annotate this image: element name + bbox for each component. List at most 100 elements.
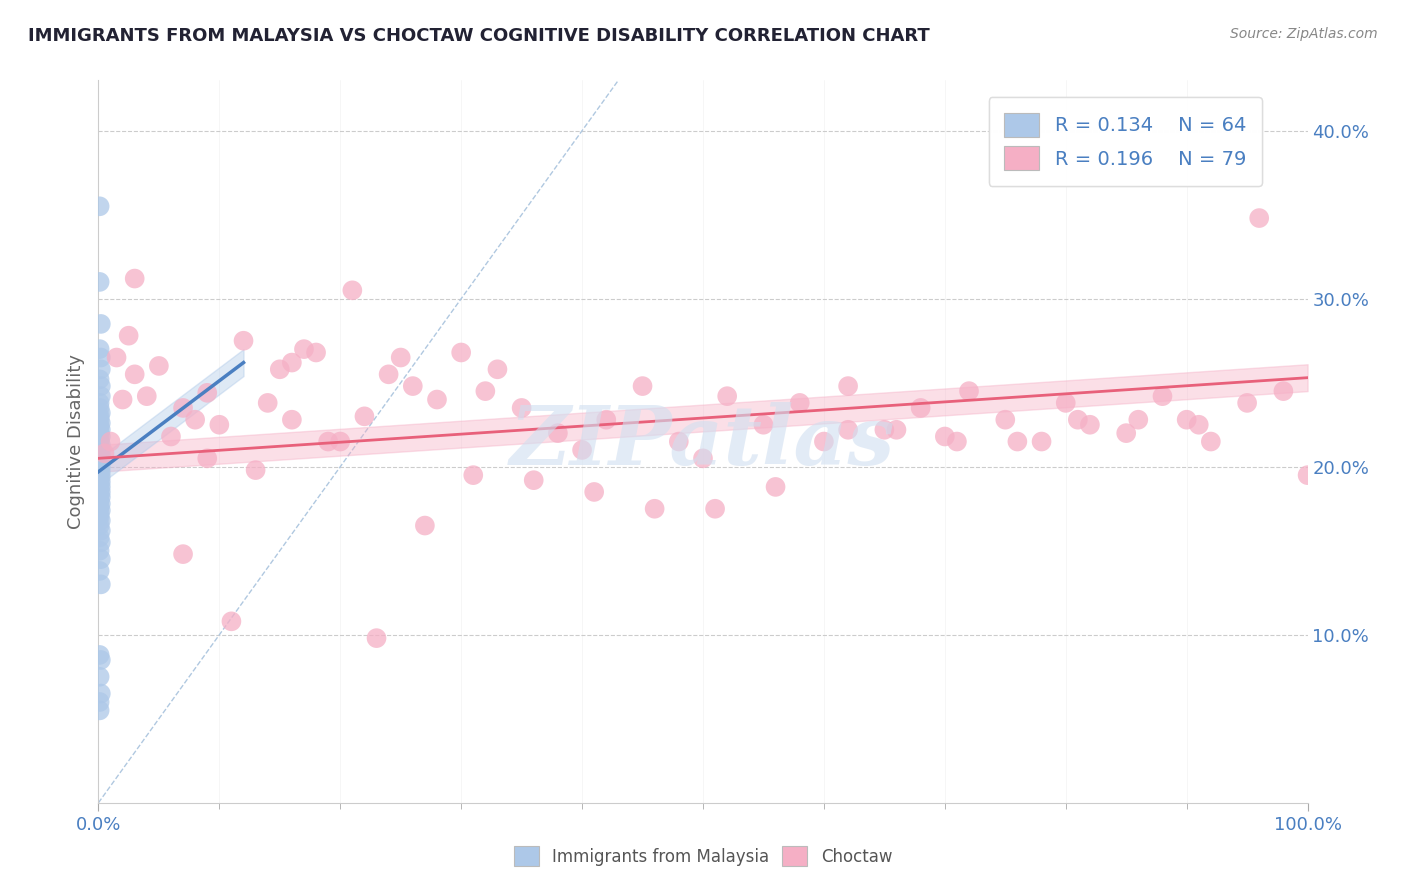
Point <box>89 456 111 470</box>
Point <box>1236 396 1258 410</box>
Point <box>353 409 375 424</box>
Point <box>1199 434 1222 449</box>
Point <box>716 389 738 403</box>
Point <box>523 473 546 487</box>
Point <box>910 401 932 415</box>
Point <box>90 455 112 469</box>
Point <box>90 503 112 517</box>
Point <box>1078 417 1101 432</box>
Point <box>1188 417 1211 432</box>
Point <box>583 485 606 500</box>
Point <box>89 451 111 466</box>
Point <box>105 351 128 365</box>
Point <box>89 372 111 386</box>
Point <box>402 379 425 393</box>
Point <box>89 510 111 524</box>
Point <box>547 426 569 441</box>
Point <box>281 413 304 427</box>
Point <box>474 384 496 398</box>
Point <box>90 317 112 331</box>
Point <box>837 379 859 393</box>
Point <box>89 695 111 709</box>
Point <box>89 413 111 427</box>
Legend: R = 0.134    N = 64, R = 0.196    N = 79: R = 0.134 N = 64, R = 0.196 N = 79 <box>988 97 1261 186</box>
Point <box>90 475 112 489</box>
Point <box>172 547 194 561</box>
Point <box>208 417 231 432</box>
Point <box>90 485 112 500</box>
Point <box>124 271 146 285</box>
Point <box>886 423 908 437</box>
Point <box>90 465 112 479</box>
Point <box>704 501 727 516</box>
Point <box>450 345 472 359</box>
Point <box>90 459 112 474</box>
Point <box>692 451 714 466</box>
Point <box>90 687 112 701</box>
Point <box>90 423 112 437</box>
Point <box>281 355 304 369</box>
Point <box>195 385 218 400</box>
Point <box>571 442 593 457</box>
Point <box>342 283 364 297</box>
Point <box>946 434 969 449</box>
Point <box>305 345 328 359</box>
Point <box>595 413 617 427</box>
Point <box>111 392 134 407</box>
Point <box>89 446 111 460</box>
Point <box>89 670 111 684</box>
Point <box>90 524 112 538</box>
Point <box>90 514 112 528</box>
Point <box>118 328 141 343</box>
Point <box>1152 389 1174 403</box>
Point <box>90 490 112 504</box>
Point <box>366 631 388 645</box>
Point <box>90 577 112 591</box>
Point <box>765 480 787 494</box>
Point <box>752 417 775 432</box>
Point <box>89 564 111 578</box>
Point <box>90 480 112 494</box>
Point <box>89 419 111 434</box>
Point <box>1115 426 1137 441</box>
Point <box>89 342 111 356</box>
Point <box>89 453 111 467</box>
Point <box>89 648 111 662</box>
Point <box>135 389 157 403</box>
Point <box>89 518 111 533</box>
Legend: Immigrants from Malaysia, Choctaw: Immigrants from Malaysia, Choctaw <box>505 838 901 875</box>
Text: ZIPatlas: ZIPatlas <box>510 401 896 482</box>
Point <box>89 482 111 496</box>
Point <box>463 468 485 483</box>
Point <box>90 406 112 420</box>
Point <box>994 413 1017 427</box>
Point <box>789 396 811 410</box>
Point <box>90 416 112 430</box>
Point <box>172 401 194 415</box>
Point <box>89 493 111 508</box>
Point <box>316 434 339 449</box>
Point <box>89 440 111 454</box>
Point <box>1175 413 1198 427</box>
Point <box>389 351 412 365</box>
Point <box>813 434 835 449</box>
Point <box>90 442 112 457</box>
Point <box>1128 413 1150 427</box>
Point <box>89 401 111 415</box>
Point <box>232 334 254 348</box>
Point <box>1296 468 1319 483</box>
Point <box>89 463 111 477</box>
Point <box>957 384 980 398</box>
Point <box>90 535 112 549</box>
Point <box>89 500 111 514</box>
Point <box>486 362 509 376</box>
Point <box>90 389 112 403</box>
Point <box>89 471 111 485</box>
Point <box>269 362 291 376</box>
Point <box>668 434 690 449</box>
Point <box>1007 434 1029 449</box>
Point <box>1054 396 1077 410</box>
Point <box>292 342 315 356</box>
Point <box>90 379 112 393</box>
Point <box>90 362 112 376</box>
